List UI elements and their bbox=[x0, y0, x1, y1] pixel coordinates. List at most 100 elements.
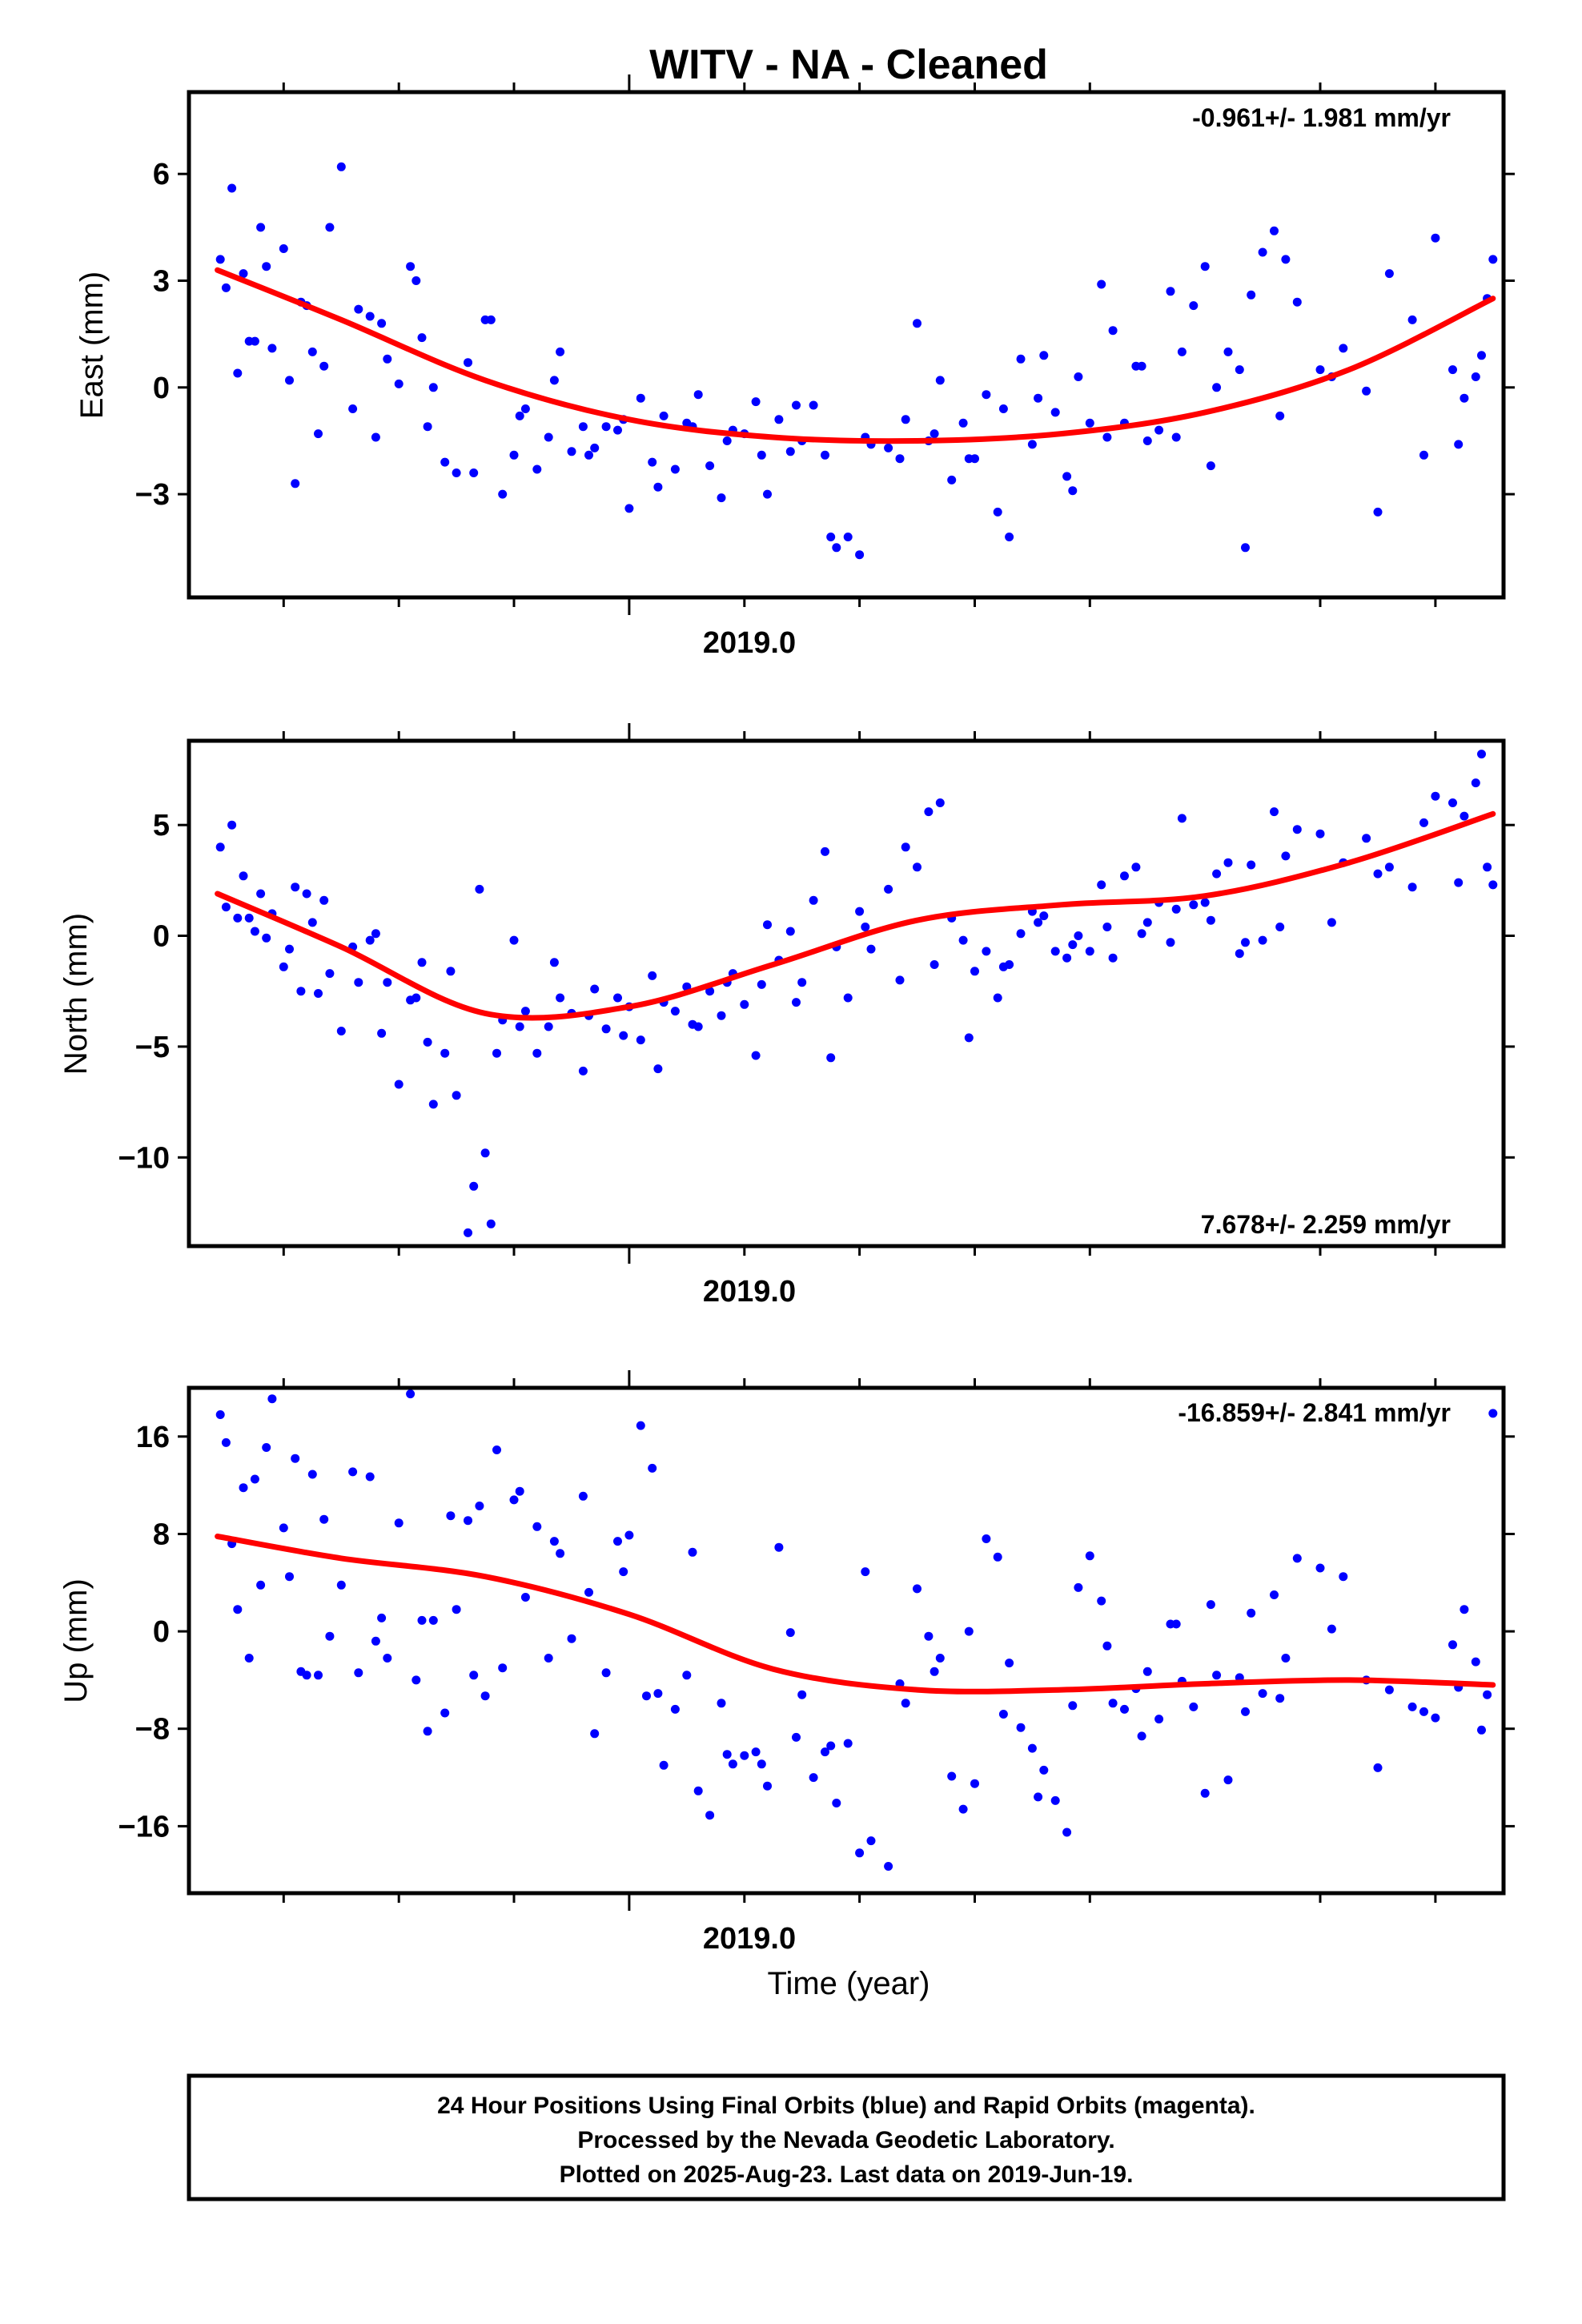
north-data-point bbox=[1327, 918, 1336, 927]
up-data-point bbox=[412, 1675, 421, 1685]
up-data-point bbox=[428, 1615, 438, 1625]
east-data-point bbox=[930, 429, 939, 439]
east-data-point bbox=[1137, 361, 1146, 371]
up-data-point bbox=[452, 1605, 461, 1614]
up-data-point bbox=[1384, 1685, 1394, 1695]
up-data-point bbox=[670, 1704, 680, 1714]
up-data-point bbox=[866, 1836, 876, 1846]
north-data-point bbox=[1068, 940, 1078, 950]
up-frame bbox=[187, 1385, 1506, 1896]
up-data-point bbox=[1247, 1608, 1256, 1618]
up-data-point bbox=[567, 1634, 576, 1643]
east-data-point bbox=[239, 269, 248, 279]
up-data-point bbox=[601, 1668, 611, 1678]
east-data-point bbox=[1488, 255, 1498, 264]
north-data-point bbox=[250, 927, 259, 936]
up-data-point bbox=[464, 1516, 472, 1526]
up-data-point bbox=[314, 1671, 323, 1680]
east-fit-curve bbox=[215, 267, 1496, 444]
east-data-point bbox=[383, 354, 392, 364]
up-data-point bbox=[371, 1636, 380, 1646]
north-data-point bbox=[1166, 938, 1175, 947]
east-data-point bbox=[1189, 301, 1199, 311]
up-data-point bbox=[1315, 1563, 1325, 1573]
north-data-point bbox=[262, 933, 271, 943]
north-data-point bbox=[809, 895, 818, 905]
east-data-point bbox=[428, 383, 438, 392]
north-data-point bbox=[1200, 898, 1210, 907]
north-data-point bbox=[417, 958, 427, 967]
up-data-point bbox=[544, 1654, 553, 1663]
north-data-point bbox=[239, 871, 248, 881]
up-data-point bbox=[365, 1472, 375, 1482]
north-data-point bbox=[423, 1037, 432, 1047]
up-data-point bbox=[1373, 1763, 1383, 1772]
up-data-point bbox=[1062, 1827, 1072, 1837]
east-data-point bbox=[895, 454, 905, 464]
north-data-point bbox=[1292, 825, 1302, 834]
up-data-point bbox=[584, 1587, 593, 1597]
north-data-point bbox=[866, 944, 876, 954]
north-data-point bbox=[394, 1080, 404, 1089]
north-data-point bbox=[1142, 918, 1152, 927]
east-data-point bbox=[244, 336, 254, 346]
east-data-point bbox=[1062, 472, 1072, 481]
north-data-point bbox=[895, 975, 905, 985]
east-data-point bbox=[233, 368, 243, 378]
east-data-point bbox=[1027, 440, 1037, 449]
east-data-point bbox=[1102, 432, 1112, 442]
north-data-point bbox=[296, 987, 306, 996]
north-data-point bbox=[480, 1148, 490, 1158]
east-data-point bbox=[279, 244, 288, 253]
east-data-point bbox=[993, 507, 1002, 517]
north-data-point bbox=[1258, 935, 1267, 945]
up-data-point bbox=[1212, 1671, 1222, 1680]
north-data-point bbox=[1431, 791, 1440, 801]
east-data-point bbox=[520, 404, 530, 413]
north-data-point bbox=[509, 935, 519, 945]
up-data-point bbox=[792, 1732, 801, 1742]
north-data-point bbox=[930, 960, 939, 969]
up-rate-label: -16.859+/- 2.841 mm/yr bbox=[1178, 1398, 1451, 1427]
east-y-axis-label: East (mm) bbox=[74, 271, 110, 419]
east-data-point bbox=[584, 450, 593, 460]
north-x-tick-label: 2019.0 bbox=[703, 1275, 796, 1309]
up-data-point bbox=[705, 1811, 715, 1820]
east-y-tick-label: 3 bbox=[153, 265, 170, 299]
east-data-point bbox=[348, 404, 358, 413]
east-data-point bbox=[336, 162, 346, 171]
east-data-point bbox=[1200, 262, 1210, 271]
east-data-point bbox=[354, 304, 363, 314]
up-data-point bbox=[1005, 1659, 1014, 1668]
up-data-point bbox=[325, 1631, 335, 1641]
east-data-point bbox=[1292, 297, 1302, 307]
east-data-point bbox=[624, 504, 634, 513]
east-data-point bbox=[590, 443, 600, 452]
north-data-point bbox=[285, 944, 294, 954]
up-data-point bbox=[1154, 1715, 1164, 1724]
north-data-point bbox=[325, 969, 335, 979]
north-data-point bbox=[440, 1048, 450, 1058]
north-data-point bbox=[371, 929, 380, 939]
east-data-point bbox=[227, 183, 237, 193]
north-data-point bbox=[826, 1053, 836, 1063]
up-data-point bbox=[233, 1605, 243, 1614]
up-data-point bbox=[440, 1708, 450, 1718]
east-data-point bbox=[722, 436, 732, 445]
north-fit-curve bbox=[215, 810, 1496, 1021]
north-y-tick-label: 0 bbox=[153, 920, 170, 954]
east-data-point bbox=[935, 376, 945, 385]
up-data-point bbox=[642, 1691, 651, 1701]
north-data-point bbox=[861, 923, 870, 931]
east-data-point bbox=[578, 422, 588, 432]
up-data-point bbox=[262, 1443, 271, 1452]
north-data-point bbox=[1223, 858, 1233, 867]
east-data-point bbox=[1206, 461, 1215, 471]
up-data-point bbox=[1483, 1690, 1492, 1699]
up-y-tick-label: 0 bbox=[153, 1615, 170, 1649]
up-data-point bbox=[336, 1580, 346, 1590]
up-fit-curve bbox=[215, 1534, 1496, 1695]
up-data-point bbox=[751, 1747, 761, 1757]
up-data-point bbox=[1050, 1795, 1060, 1805]
